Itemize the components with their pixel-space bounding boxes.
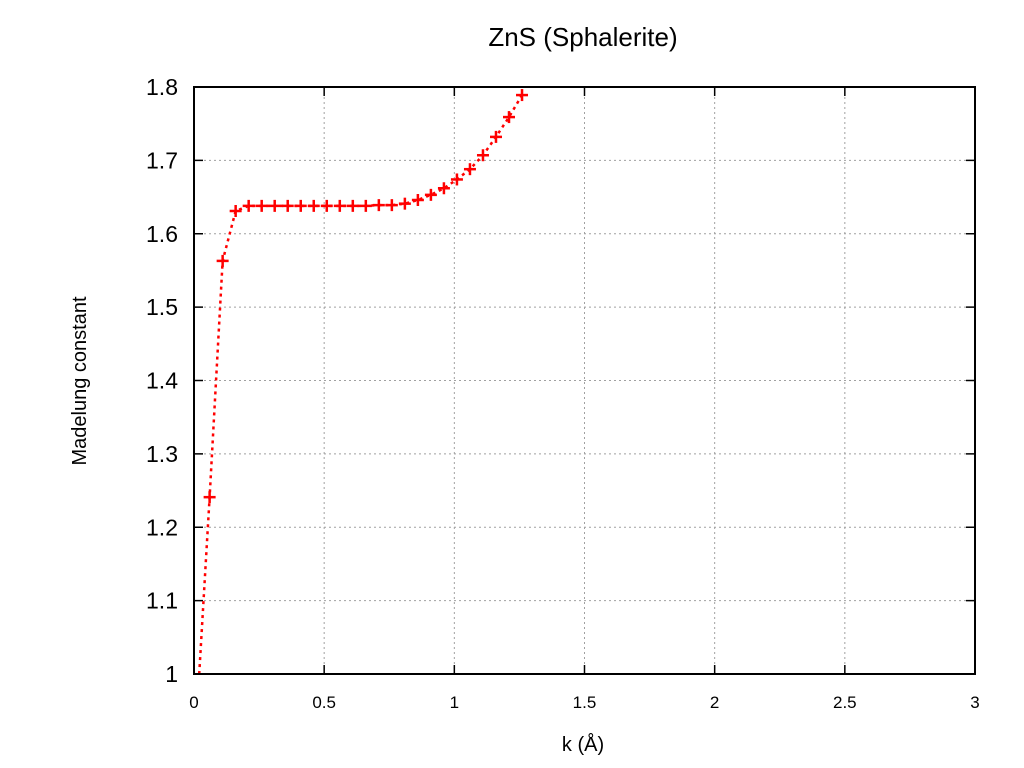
y-tick-label: 1.3 bbox=[146, 441, 178, 467]
data-point-marker bbox=[385, 199, 398, 212]
data-point-marker bbox=[372, 199, 385, 212]
plot-frame bbox=[193, 86, 976, 675]
data-point-marker bbox=[359, 199, 372, 212]
y-tick-label: 1.5 bbox=[146, 294, 178, 320]
x-tick-label: 0 bbox=[189, 693, 198, 712]
data-point-marker bbox=[346, 199, 359, 212]
y-tick-label: 1.4 bbox=[146, 368, 178, 394]
data-point-marker bbox=[450, 173, 463, 186]
y-tick-label: 1.8 bbox=[146, 74, 178, 100]
x-tick-label: 0.5 bbox=[312, 693, 336, 712]
y-tick-label: 1.2 bbox=[146, 514, 178, 540]
data-point-marker bbox=[255, 199, 268, 212]
x-tick-label: 2 bbox=[710, 693, 719, 712]
data-point-marker bbox=[229, 205, 242, 218]
x-tick-label: 1 bbox=[450, 693, 459, 712]
x-tick-labels: 0 0.5 1 1.5 2 2.5 3 bbox=[189, 693, 979, 712]
data-point-marker bbox=[294, 199, 307, 212]
y-tick-label: 1 bbox=[165, 661, 178, 687]
data-point-marker bbox=[398, 197, 411, 210]
data-point-marker bbox=[424, 188, 437, 201]
series-layer bbox=[197, 89, 529, 675]
y-tick-label: 1.7 bbox=[146, 147, 178, 173]
y-tick-label: 1.6 bbox=[146, 221, 178, 247]
data-point-marker bbox=[333, 199, 346, 212]
series-line bbox=[197, 94, 524, 675]
chart-title: ZnS (Sphalerite) bbox=[488, 22, 677, 52]
data-point-marker bbox=[503, 111, 516, 124]
data-point-marker bbox=[307, 199, 320, 212]
data-point-marker bbox=[268, 199, 281, 212]
data-point-marker bbox=[203, 491, 216, 504]
data-point-marker bbox=[489, 130, 502, 143]
y-tick-label: 1.1 bbox=[146, 588, 178, 614]
data-point-marker bbox=[463, 163, 476, 176]
data-point-marker bbox=[437, 182, 450, 195]
x-tick-label: 2.5 bbox=[833, 693, 857, 712]
x-tick-label: 3 bbox=[970, 693, 979, 712]
y-tick-labels: 1 1.1 1.2 1.3 1.4 1.5 1.6 1.7 1.8 bbox=[146, 74, 178, 687]
data-point-marker bbox=[411, 193, 424, 206]
x-axis-label: k (Å) bbox=[562, 733, 604, 756]
data-point-marker bbox=[281, 199, 294, 212]
data-point-marker bbox=[516, 89, 529, 102]
data-point-marker bbox=[242, 199, 255, 212]
y-axis-label: Madelung constant bbox=[69, 296, 91, 465]
data-point-marker bbox=[216, 254, 229, 267]
data-point-marker bbox=[476, 149, 489, 162]
data-point-marker bbox=[320, 199, 333, 212]
x-tick-label: 1.5 bbox=[573, 693, 597, 712]
grid bbox=[194, 87, 975, 674]
